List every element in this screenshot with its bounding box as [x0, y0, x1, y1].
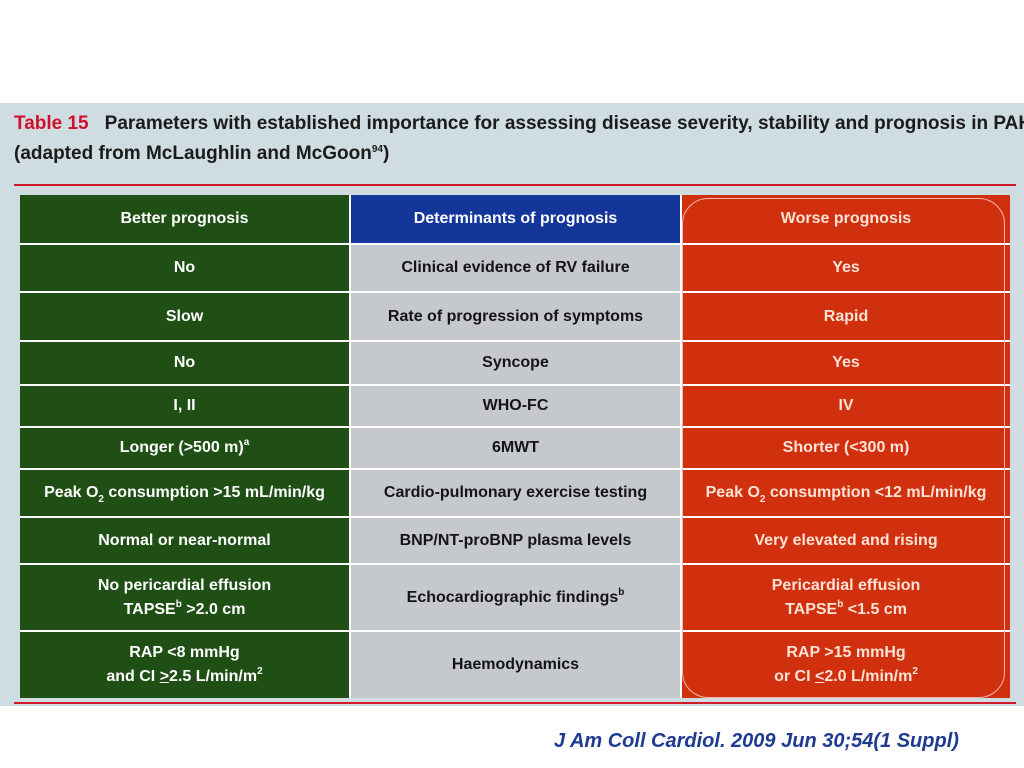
cell-worse: Yes	[682, 245, 1010, 291]
cell-worse-line: Pericardial effusion	[771, 576, 921, 594]
cell-better: Slow	[20, 293, 349, 340]
footnote-marker: b	[618, 586, 625, 598]
cell-better: Peak O2 consumption >15 mL/min/kg	[20, 470, 349, 516]
header-worse-prognosis: Worse prognosis	[682, 195, 1010, 243]
footnote-marker: b	[175, 598, 182, 610]
cell-worse-text: TAPSE	[785, 600, 838, 618]
cell-determinant: Syncope	[351, 342, 680, 384]
cell-better-text: and CI	[106, 668, 160, 685]
footnote-marker: a	[243, 437, 250, 448]
cell-determinant: WHO-FC	[351, 386, 680, 426]
subscript: 2	[759, 494, 766, 505]
cell-determinant: 6MWT	[351, 428, 680, 468]
table-row: Normal or near-normal BNP/NT-proBNP plas…	[20, 518, 1010, 563]
table-title: Table 15 Parameters with established impo…	[14, 113, 1024, 135]
cell-better-text: TAPSE	[123, 600, 176, 618]
superscript: 2	[912, 666, 918, 677]
cell-worse-line: RAP >15 mmHg	[786, 644, 906, 661]
superscript: 2	[257, 666, 263, 677]
cell-better: I, II	[20, 386, 349, 426]
cell-better: No	[20, 245, 349, 291]
table-row: Slow Rate of progression of symptoms Rap…	[20, 293, 1010, 340]
cell-better: RAP <8 mmHg and CI >2.5 L/min/m2	[20, 632, 349, 698]
cell-better: Normal or near-normal	[20, 518, 349, 563]
top-red-rule	[14, 184, 1016, 186]
cell-better-text: 2.5 L/min/m	[169, 668, 258, 685]
table-row: I, II WHO-FC IV	[20, 386, 1010, 426]
cell-better-text: Peak O	[44, 484, 99, 501]
table-subtitle: (adapted from McLaughlin and McGoon94)	[14, 143, 389, 165]
cell-worse: IV	[682, 386, 1010, 426]
prognosis-table: Better prognosis Determinants of prognos…	[20, 195, 1010, 698]
subtitle-reference: 94	[371, 144, 383, 155]
cell-worse: Yes	[682, 342, 1010, 384]
cell-worse-text: 2.0 L/min/m	[824, 668, 913, 685]
cell-worse: Very elevated and rising	[682, 518, 1010, 563]
table-row: No pericardial effusion TAPSEb >2.0 cm E…	[20, 565, 1010, 630]
cell-better: No	[20, 342, 349, 384]
cell-determinant: Clinical evidence of RV failure	[351, 245, 680, 291]
underlined-symbol: >	[159, 668, 170, 685]
cell-better: Longer (>500 m)a	[20, 428, 349, 468]
cell-worse: Peak O2 consumption <12 mL/min/kg	[682, 470, 1010, 516]
citation: J Am Coll Cardiol. 2009 Jun 30;54(1 Supp…	[554, 730, 959, 752]
table-row: RAP <8 mmHg and CI >2.5 L/min/m2 Haemody…	[20, 632, 1010, 698]
cell-determinant: BNP/NT-proBNP plasma levels	[351, 518, 680, 563]
subtitle-text: (adapted from McLaughlin and McGoon	[14, 143, 372, 164]
cell-better-text: >2.0 cm	[181, 600, 246, 618]
cell-determinant: Haemodynamics	[351, 632, 680, 698]
cell-better-line: No pericardial effusion	[97, 576, 272, 594]
cell-worse: Shorter (<300 m)	[682, 428, 1010, 468]
header-better-prognosis: Better prognosis	[20, 195, 349, 243]
subscript: 2	[98, 494, 104, 505]
cell-better: No pericardial effusion TAPSEb >2.0 cm	[20, 565, 349, 630]
cell-better-line: RAP <8 mmHg	[129, 644, 240, 661]
table-row: Longer (>500 m)a 6MWT Shorter (<300 m)	[20, 428, 1010, 468]
cell-determinant: Echocardiographic findingsb	[351, 565, 680, 630]
underlined-symbol: <	[814, 668, 825, 685]
cell-worse: Pericardial effusion TAPSEb <1.5 cm	[682, 565, 1010, 630]
cell-determinant: Cardio-pulmonary exercise testing	[351, 470, 680, 516]
cell-determinant-text: Echocardiographic findings	[406, 588, 619, 606]
cell-better-text: consumption >15 mL/min/kg	[103, 484, 325, 501]
cell-determinant: Rate of progression of symptoms	[351, 293, 680, 340]
cell-worse-text: Peak O	[705, 484, 760, 501]
table-label: Table 15	[14, 113, 89, 134]
table-row: No Syncope Yes	[20, 342, 1010, 384]
header-determinants: Determinants of prognosis	[351, 195, 680, 243]
table-header-row: Better prognosis Determinants of prognos…	[20, 195, 1010, 243]
cell-worse: RAP >15 mmHg or CI <2.0 L/min/m2	[682, 632, 1010, 698]
subtitle-close: )	[382, 143, 390, 164]
cell-worse-text: or CI	[774, 668, 815, 685]
cell-worse: Rapid	[682, 293, 1010, 340]
table-row: No Clinical evidence of RV failure Yes	[20, 245, 1010, 291]
table-row: Peak O2 consumption >15 mL/min/kg Cardio…	[20, 470, 1010, 516]
table-title-text: Parameters with established importance f…	[104, 113, 1024, 134]
bottom-red-rule	[14, 702, 1016, 704]
footnote-marker: b	[837, 598, 844, 610]
cell-worse-text: consumption <12 mL/min/kg	[765, 484, 987, 501]
cell-better-text: Longer (>500 m)	[119, 439, 244, 456]
cell-worse-text: <1.5 cm	[843, 600, 907, 618]
